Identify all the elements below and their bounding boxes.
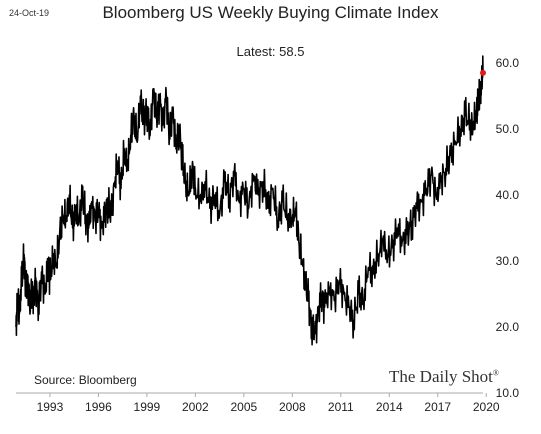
series-line bbox=[15, 55, 484, 346]
brand-logo: The Daily Shot® bbox=[389, 367, 499, 387]
y-tick-label: 50.0 bbox=[496, 122, 520, 136]
y-tick-label: 10.0 bbox=[496, 386, 520, 400]
y-tick-label: 40.0 bbox=[496, 188, 520, 202]
y-tick-label: 30.0 bbox=[496, 254, 520, 268]
latest-value-label: Latest: 58.5 bbox=[236, 44, 305, 59]
x-tick-label: 2011 bbox=[328, 400, 354, 414]
brand-mark: ® bbox=[492, 368, 499, 378]
brand-name: The Daily Shot bbox=[389, 367, 493, 386]
x-tick-label: 1999 bbox=[134, 400, 161, 414]
report-date: 24-Oct-19 bbox=[9, 8, 50, 18]
chart-axes: 1993 1996 1999 2002 2005 2008 2011 2014 2017 2020… bbox=[16, 56, 519, 414]
x-tick-label: 2014 bbox=[376, 400, 403, 414]
x-tick-label: 2008 bbox=[279, 400, 306, 414]
x-tick-label: 1993 bbox=[37, 400, 64, 414]
source-note: Source: Bloomberg bbox=[34, 373, 137, 387]
plot-area bbox=[15, 55, 486, 346]
x-tick-label: 2020 bbox=[473, 400, 500, 414]
x-tick-label: 2002 bbox=[182, 400, 209, 414]
chart-title: Bloomberg US Weekly Buying Climate Index bbox=[102, 3, 439, 22]
x-tick-label: 2017 bbox=[424, 400, 451, 414]
y-tick-label: 20.0 bbox=[496, 320, 520, 334]
x-tick-label: 2005 bbox=[230, 400, 257, 414]
x-tick-label: 1996 bbox=[85, 400, 112, 414]
latest-point-marker bbox=[480, 69, 486, 76]
y-tick-label: 60.0 bbox=[496, 56, 520, 70]
